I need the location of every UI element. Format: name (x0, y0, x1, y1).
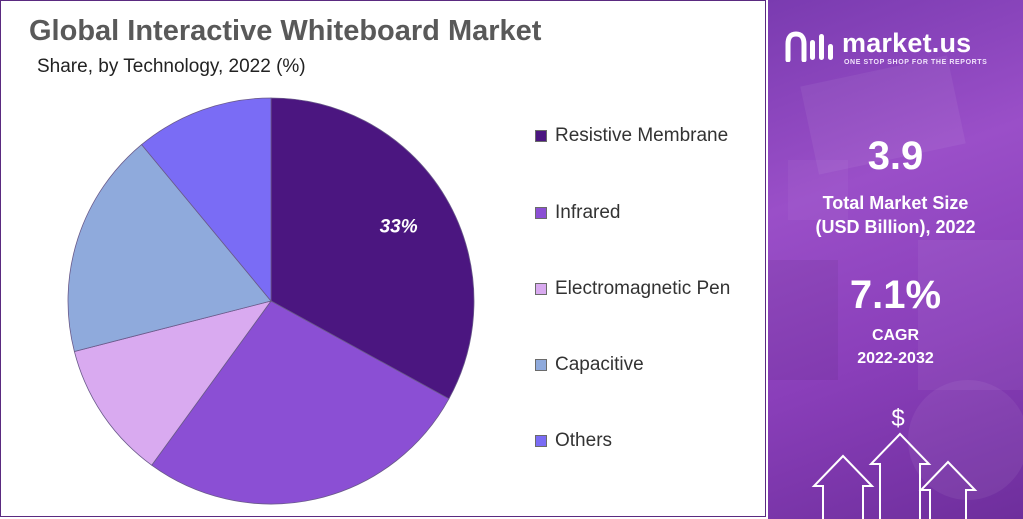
market-us-logo-icon (785, 31, 833, 62)
market-size-value: 3.9 (867, 134, 924, 178)
legend-item-others: Others (535, 430, 765, 454)
legend-swatch (535, 435, 547, 447)
pie-slice-capacitive (67, 144, 272, 352)
legend-item-capacitive: Capacitive (535, 354, 765, 378)
arrow-up-icon-center (868, 432, 932, 519)
growth-arrows-icon: $ (811, 405, 978, 519)
chart-panel: Global Interactive Whiteboard Market Sha… (0, 0, 766, 517)
legend-swatch (535, 359, 547, 371)
brand-tagline: ONE STOP SHOP FOR THE REPORTS (844, 59, 988, 66)
pie-chart: 33% (67, 97, 475, 505)
brand: market.us ONE STOP SHOP FOR THE REPORTS (784, 28, 1014, 68)
legend-label: Electromagnetic Pen (555, 278, 731, 299)
legend-item-resistive-membrane: Resistive Membrane (535, 125, 765, 149)
legend-label: Resistive Membrane (555, 125, 729, 146)
market-size-label: Total Market Size (822, 193, 969, 213)
arrow-up-icon-right (918, 460, 978, 519)
dollar-icon: $ (891, 405, 904, 432)
brand-name: market.us (842, 28, 972, 58)
legend-item-electromagnetic-pen: Electromagnetic Pen (535, 278, 765, 302)
legend-label: Infrared (555, 202, 621, 223)
market-size-unit-label: (USD Billion), 2022 (815, 217, 976, 237)
legend-swatch (535, 130, 547, 142)
pie-slice-resistive-membrane (270, 97, 475, 400)
cagr-value: 7.1% (849, 273, 942, 317)
legend-swatch (535, 207, 547, 219)
legend-swatch (535, 283, 547, 295)
pie-slice-infrared (151, 300, 450, 505)
chart-title: Global Interactive Whiteboard Market (29, 15, 542, 47)
cagr-period-label: 2022-2032 (857, 350, 934, 367)
cagr-label: CAGR (871, 327, 920, 344)
pie-slice-others (141, 97, 272, 303)
pie-slice-electromagnetic-pen (73, 300, 272, 466)
chart-subtitle: Share, by Technology, 2022 (%) (37, 56, 306, 77)
summary-panel: market.us ONE STOP SHOP FOR THE REPORTS … (768, 0, 1023, 519)
legend-label: Others (555, 430, 613, 451)
legend-label: Capacitive (555, 354, 644, 375)
pie-data-label: 33% (380, 217, 418, 238)
background-texture (768, 55, 1023, 500)
arrow-up-icon-left (811, 454, 875, 519)
legend-item-infrared: Infrared (535, 202, 765, 226)
